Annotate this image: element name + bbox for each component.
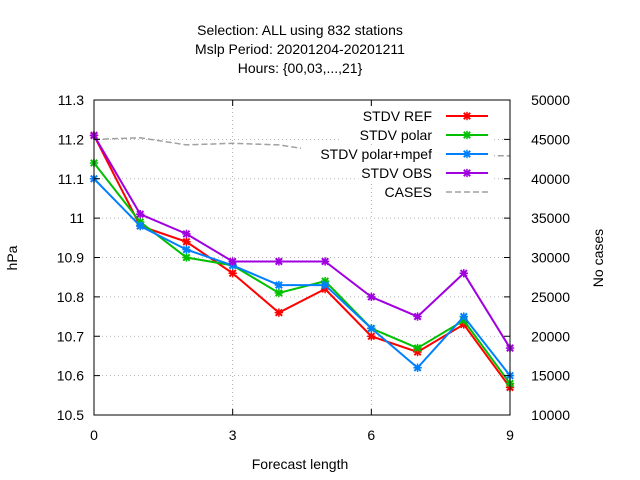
legend: STDV REF STDV polar STDV polar+mpef STDV OB… [301,107,494,201]
legend-label: STDV OBS [361,165,432,181]
chart-title: Selection: ALL using 832 stations Mslp Pe… [195,22,405,76]
legend-background [358,164,494,182]
data-point-6 [367,292,376,302]
legend-item-stdv-polar-mpef: STDV polar+mpef [301,145,494,163]
y2-tick-label: 40000 [531,171,570,187]
y-tick-label: 11.3 [58,92,84,108]
legend-label: STDV polar+mpef [320,146,432,162]
data-point-3 [228,257,237,266]
y2-tick-label: 45000 [531,131,570,147]
data-point-4 [274,288,284,298]
data-point-4 [274,280,284,290]
series-stdv-obs [89,131,515,353]
y-tick-label: 10.9 [57,250,84,266]
y-tick-label: 11 [69,210,84,226]
y2-tick-label: 15000 [531,368,570,384]
data-point-4 [274,257,284,266]
series-line [93,134,511,349]
data-point-4 [274,308,284,317]
y-tick-label: 10.7 [57,328,84,344]
data-point-7 [413,343,422,353]
series-line [93,162,511,385]
data-point-2 [182,237,191,246]
legend-item-cases: CASES [383,183,494,201]
data-point-legend [462,168,472,178]
y-tick-label: 11.1 [58,171,84,187]
y2-tick-label: 35000 [531,210,570,226]
data-point-2 [182,245,191,254]
legend-background [358,107,494,125]
title-line: Hours: {00,03,...,21} [238,60,363,76]
y-tick-label: 10.6 [57,368,84,384]
y-axis-label: hPa [4,245,20,270]
data-point-legend [462,149,472,159]
title-line: Mslp Period: 20201204-20201211 [195,41,405,57]
data-point-legend [462,111,472,121]
data-point-2 [182,253,191,262]
data-point-legend [462,130,472,140]
x-tick-label: 3 [229,427,237,443]
data-point-7 [413,363,422,372]
legend-label: STDV REF [363,108,432,124]
y-tick-label: 11.2 [58,131,84,147]
data-point-5 [320,257,330,266]
data-point-2 [182,229,191,239]
legend-label: STDV polar [360,127,433,143]
y-tick-label: 10.8 [57,289,84,305]
legend-item-stdv-ref: STDV REF [358,107,494,125]
data-point-8 [459,312,468,321]
data-point-7 [413,312,422,321]
legend-background [301,145,494,163]
x-axis-label: Forecast length [252,456,349,472]
y2-tick-label: 30000 [531,250,570,266]
data-point-6 [367,332,376,341]
y2-tick-label: 50000 [531,92,570,108]
data-point-5 [320,280,330,290]
series-stdv-polar-mpef [89,174,515,380]
x-tick-label: 9 [506,427,514,443]
y2-tick-label: 10000 [531,407,570,423]
legend-background [342,126,494,144]
title-line: Selection: ALL using 832 stations [197,22,403,38]
data-point-8 [459,269,468,278]
axis-ticks: 10.5 10.6 10.7 10.8 10.9 11 11.1 11.2 11.3 10000 1… [57,92,570,443]
data-point-1 [136,209,145,219]
series-line [93,178,511,377]
series-line [93,134,511,389]
data-point-1 [136,221,145,231]
x-tick-label: 0 [90,427,98,443]
y2-axis-label: No cases [590,229,606,287]
legend-item-stdv-obs: STDV OBS [358,164,494,182]
y2-tick-label: 20000 [531,328,570,344]
legend-label: CASES [385,184,432,200]
y2-tick-label: 25000 [531,289,570,305]
y-tick-label: 10.5 [57,407,84,423]
x-tick-label: 6 [367,427,375,443]
legend-background [383,183,494,201]
data-point-6 [367,324,376,333]
data-point-3 [228,269,237,278]
legend-item-stdv-polar: STDV polar [342,126,494,144]
